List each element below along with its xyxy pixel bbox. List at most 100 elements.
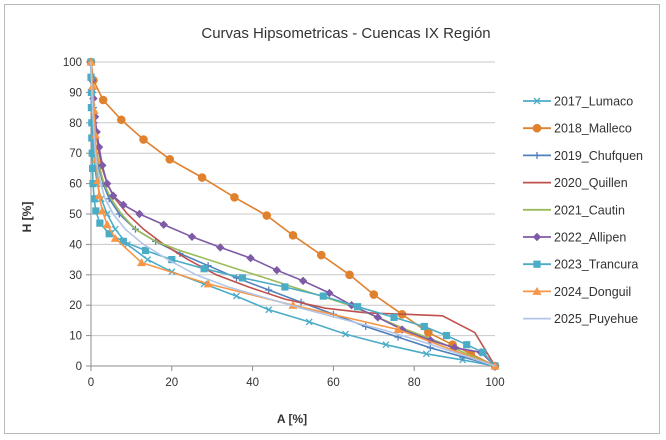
data-point-2023-trancura [281,283,289,291]
data-point-2018-malleco [316,250,326,260]
legend-label-2022-allipen: 2022_Allipen [554,231,626,245]
data-point-2019-chufquen [232,274,240,282]
legend-entry-2024-donguil: 2024_Donguil [523,285,631,299]
data-point-2022-allipen [216,243,225,252]
legend-label-2020-quillen: 2020_Quillen [554,176,628,190]
data-point-2018-malleco [98,95,108,105]
data-point-2018-malleco [262,211,272,220]
y-tick-label: 50 [69,209,82,221]
data-point-2023-trancura [119,237,127,245]
x-tick-label: 20 [165,377,178,389]
data-point-2023-trancura [90,195,98,203]
data-point-2017-lumaco-stroke [342,330,349,338]
data-point-2022-allipen [135,209,144,219]
grid [91,61,495,337]
y-tick-label: 60 [69,179,82,191]
data-point-2017-lumaco [382,341,390,349]
data-point-2017-lumaco-stroke [232,292,240,300]
data-point-2024-donguil [393,325,403,334]
plot-series [86,57,500,371]
y-tick-label: 40 [69,239,82,251]
data-point-2023-trancura [238,274,247,282]
data-point-2024-donguil [203,279,213,288]
data-point-2018-malleco [230,192,239,202]
data-point-2023-trancura [87,104,96,112]
data-point-2017-lumaco-stroke [200,280,208,288]
data-point-2023-trancura [479,348,487,356]
data-point-2022-allipen [98,161,107,170]
data-point-2022-allipen [187,232,197,241]
legend-label-2021-cautin: 2021_Cautin [554,203,625,217]
data-point-2023-trancura [92,207,100,215]
legend-marker-2023-trancura [533,260,541,268]
x-tick-label: 60 [327,377,340,389]
data-point-2022-allipen [373,313,383,322]
data-point-2019-chufquen [265,286,273,294]
data-point-2023-trancura [96,219,104,227]
legend-entry-2025-puyehue: 2025_Puyehue [523,312,638,326]
data-point-2023-trancura [89,180,97,188]
legend-entry-2023-trancura: 2023_Trancura [523,258,638,272]
data-point-2017-lumaco [144,256,152,264]
data-point-2017-lumaco-stroke [144,256,152,264]
data-point-2017-lumaco-stroke [265,306,273,314]
data-point-2017-lumaco-stroke [382,341,390,349]
data-point-2022-allipen [325,288,334,298]
data-point-2024-donguil [86,57,96,66]
data-point-2022-allipen [119,200,128,210]
data-point-2022-allipen [246,253,255,263]
data-point-2022-allipen [94,142,104,152]
data-point-2017-lumaco [232,292,240,300]
data-point-2022-allipen [298,276,308,286]
legend-marker-2019-chufquen [533,151,541,159]
data-point-2022-allipen [272,266,282,275]
y-tick-label: 20 [69,300,82,312]
data-point-2024-donguil [137,258,146,267]
y-tick-label: 90 [69,87,82,99]
data-point-2018-malleco [345,270,354,280]
data-point-2018-malleco [369,290,379,299]
data-point-2018-malleco [117,115,126,125]
y-tick-label: 80 [69,118,82,130]
x-tick-label: 100 [485,377,504,389]
data-point-2023-trancura [354,303,362,311]
data-point-2024-donguil [110,233,120,242]
data-point-2023-trancura [168,256,176,264]
series-2018-malleco [86,57,500,371]
data-point-2017-lumaco-stroke [422,350,430,358]
legend-label-2017-lumaco: 2017_Lumaco [554,95,633,109]
data-point-2024-donguil [89,106,99,115]
chart-canvas: Curvas Hipsometricas - Cuencas IX Región… [20,25,643,426]
x-tick-label: 80 [408,377,421,389]
data-point-2022-allipen [109,191,118,200]
data-point-2023-trancura [463,341,471,349]
data-point-2023-trancura [141,246,150,255]
chart-frame: Curvas Hipsometricas - Cuencas IX Región… [4,4,660,434]
series-line-2018-malleco [90,61,496,367]
data-point-2017-lumaco [422,350,430,358]
legend-marker-2022-allipen [532,232,542,242]
data-point-2023-trancura [420,322,428,331]
y-tick-label: 70 [69,148,82,160]
legend-marker-2024-donguil [532,286,542,295]
data-point-2024-donguil [97,206,107,215]
legend-entry-2019-chufquen: 2019_Chufquen [523,149,643,163]
data-point-2017-lumaco-stroke [123,240,131,248]
data-point-2017-lumaco-stroke [111,225,119,233]
data-point-2017-lumaco-stroke [305,318,313,326]
axes: 0 10 20 30 40 50 60 70 80 90 100 0 20 40 60 80 100 [63,57,505,389]
data-point-2017-lumaco-stroke [103,210,111,218]
data-point-2024-donguil [88,81,98,90]
y-tick-label: 100 [63,57,82,69]
legend-marker-2017-lumaco-stroke [533,97,541,105]
legend-label-2023-trancura: 2023_Trancura [554,258,638,272]
legend-entry-2020-quillen: 2020_Quillen [523,176,628,190]
x-axis-title: A [%] [277,412,307,426]
series-line-2025-puyehue [90,61,496,367]
x-tick-label: 0 [88,377,94,389]
data-point-2018-malleco [197,173,207,182]
data-point-2022-allipen [102,179,112,188]
legend-entry-2017-lumaco: 2017_Lumaco [523,95,633,109]
data-point-2023-trancura [105,230,113,238]
data-point-2023-trancura [442,332,451,340]
